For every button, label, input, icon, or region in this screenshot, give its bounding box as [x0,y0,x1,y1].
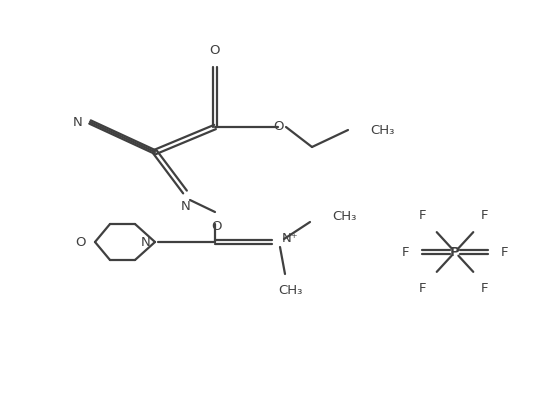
Text: F: F [481,282,488,295]
Text: N: N [140,236,150,249]
Text: F: F [419,209,426,222]
Text: F: F [501,245,509,258]
Text: F: F [402,245,409,258]
Text: O: O [274,120,284,133]
Text: CH₃: CH₃ [332,210,356,223]
Text: N⁺: N⁺ [282,232,299,245]
Text: O: O [75,236,86,249]
Text: O: O [210,44,220,57]
Text: N: N [72,116,82,129]
Text: CH₃: CH₃ [370,123,394,136]
Text: N: N [181,200,191,213]
Text: P: P [450,245,460,258]
Text: O: O [211,220,221,233]
Text: CH₃: CH₃ [278,284,302,297]
Text: F: F [419,282,426,295]
Text: F: F [481,209,488,222]
